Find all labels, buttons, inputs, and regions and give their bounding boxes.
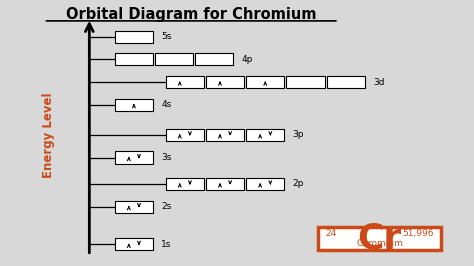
Text: Chromium: Chromium — [356, 239, 403, 248]
Bar — [246, 129, 284, 141]
Text: 3d: 3d — [373, 78, 384, 86]
Text: 4p: 4p — [242, 55, 253, 64]
Bar — [195, 53, 233, 65]
Bar — [166, 76, 204, 88]
Bar — [166, 129, 204, 141]
Bar — [246, 76, 284, 88]
Text: 5s: 5s — [161, 32, 172, 41]
Bar — [246, 178, 284, 190]
Text: 4s: 4s — [161, 100, 172, 109]
Text: Orbital Diagram for Chromium: Orbital Diagram for Chromium — [66, 7, 317, 22]
Bar — [115, 152, 153, 164]
Text: 51,996: 51,996 — [402, 229, 434, 238]
Bar — [286, 76, 325, 88]
Text: 3p: 3p — [292, 130, 304, 139]
Bar — [319, 227, 441, 250]
Text: 2p: 2p — [292, 180, 304, 188]
Bar — [206, 178, 244, 190]
Bar — [115, 53, 153, 65]
Bar — [155, 53, 193, 65]
Text: 2s: 2s — [161, 202, 172, 211]
Bar — [115, 99, 153, 111]
Bar — [115, 201, 153, 213]
Bar — [166, 178, 204, 190]
Bar — [327, 76, 365, 88]
Text: 3s: 3s — [161, 153, 172, 162]
Bar — [206, 129, 244, 141]
Text: Cr: Cr — [357, 221, 401, 255]
Text: 24: 24 — [325, 229, 337, 238]
Bar — [115, 238, 153, 250]
Text: Energy Level: Energy Level — [42, 92, 55, 178]
Bar — [206, 76, 244, 88]
Text: 1s: 1s — [161, 240, 172, 249]
Bar — [115, 31, 153, 43]
